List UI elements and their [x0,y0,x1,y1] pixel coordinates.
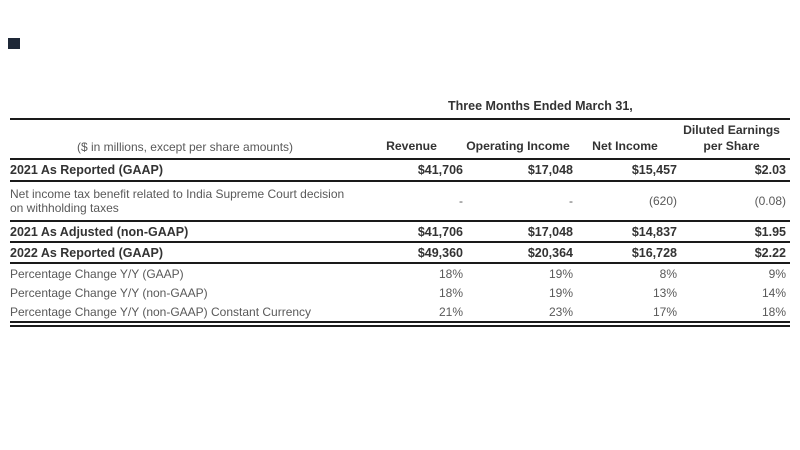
table-caption-row: Three Months Ended March 31, [10,99,790,118]
row-label: 2022 As Reported (GAAP) [10,242,360,264]
cell-operating-income: - [463,181,573,222]
table-row-2021-reported: 2021 As Reported (GAAP) $41,706 $17,048 … [10,159,790,182]
col-header-diluted-eps: Diluted Earnings per Share [677,119,790,160]
cell-revenue: - [360,181,463,222]
table-row-2021-adjusted: 2021 As Adjusted (non-GAAP) $41,706 $17,… [10,221,790,243]
cell-net-income: 17% [573,303,677,323]
cell-net-income: 13% [652,286,677,300]
cell-revenue: 21% [360,303,463,323]
row-label: Percentage Change Y/Y (GAAP) [10,266,184,281]
cell-net-income: $16,728 [573,242,677,264]
cell-eps: 18% [677,303,790,323]
cell-revenue: $49,360 [360,242,463,264]
cell-operating-income: $17,048 [463,159,573,182]
cell-revenue: $41,706 [360,221,463,243]
cell-operating-income: $17,048 [463,221,573,243]
col-header-operating-income: Operating Income [463,119,573,160]
cell-operating-income: 19% [548,286,573,300]
cell-operating-income: 23% [463,303,573,323]
col-header-diluted-eps-line1: Diluted Earnings [683,123,780,137]
cell-eps: $2.03 [677,159,790,182]
dark-marker-square [8,38,20,49]
row-label: 2021 As Reported (GAAP) [10,159,360,182]
row-label: Percentage Change Y/Y (non-GAAP) [10,286,208,300]
cell-net-income: (620) [573,181,677,222]
col-header-net-income: Net Income [573,119,677,160]
cell-net-income: $14,837 [573,221,677,243]
cell-eps: $1.95 [677,221,790,243]
row-label-line1: Net income tax benefit related to India … [10,187,345,201]
column-header-row: ($ in millions, except per share amounts… [10,119,790,160]
cell-eps: 14% [761,286,786,300]
table-row-india-tax-benefit: Net income tax benefit related to India … [10,181,790,222]
row-label-line2: on withholding taxes [10,201,119,215]
cell-eps: 9% [768,266,786,281]
table-row-pct-change-non-gaap: Percentage Change Y/Y (non-GAAP) 18% 19%… [10,283,790,303]
col-header-revenue: Revenue [360,119,463,160]
row-label: 2021 As Adjusted (non-GAAP) [10,221,360,243]
table-caption: Three Months Ended March 31, [448,99,633,113]
financial-results-table: Three Months Ended March 31, ($ in milli… [10,99,790,327]
cell-revenue: 18% [438,286,463,300]
col-header-diluted-eps-line2: per Share [703,138,760,153]
row-label: Percentage Change Y/Y (non-GAAP) Constan… [10,303,360,323]
unit-note: ($ in millions, except per share amounts… [10,119,360,160]
cell-eps: $2.22 [677,242,790,264]
cell-revenue: $41,706 [360,159,463,182]
cell-net-income: $15,457 [573,159,677,182]
table-row-pct-change-constant-currency: Percentage Change Y/Y (non-GAAP) Constan… [10,303,790,323]
table-row-pct-change-gaap: Percentage Change Y/Y (GAAP) 18% 19% 8% … [10,263,790,283]
cell-revenue: 18% [438,266,463,281]
row-label: Net income tax benefit related to India … [10,181,360,222]
cell-operating-income: 19% [548,266,573,281]
bottom-double-rule [10,325,790,327]
cell-eps: (0.08) [677,181,790,222]
results-table: ($ in millions, except per share amounts… [10,118,790,323]
table-row-2022-reported: 2022 As Reported (GAAP) $49,360 $20,364 … [10,242,790,264]
cell-operating-income: $20,364 [463,242,573,264]
cell-net-income: 8% [659,266,677,281]
